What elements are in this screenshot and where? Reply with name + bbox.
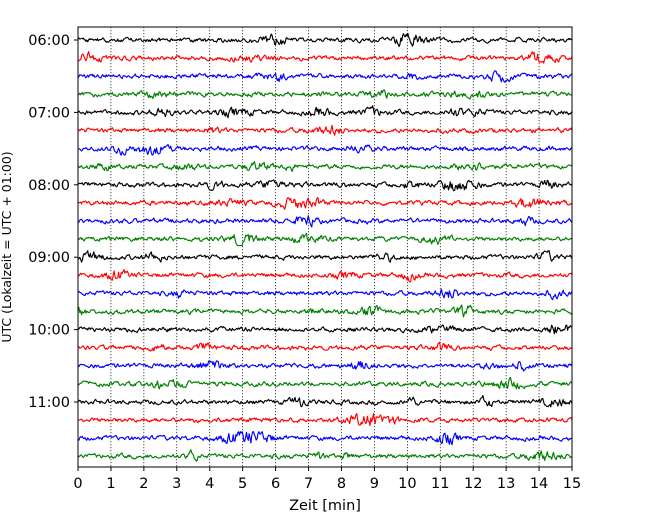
x-tick-label: 14 [530,476,548,492]
x-tick-label: 12 [464,476,482,492]
y-tick-label: 08:00 [28,178,70,194]
x-tick-label: 9 [370,476,379,492]
y-tick-label: 11:00 [28,395,70,411]
trace-1030 [77,360,573,372]
y-tick-label: 07:00 [28,105,70,121]
trace-1145 [77,449,573,462]
x-tick-label: 0 [73,476,82,492]
trace-0830 [77,215,573,228]
seismogram-traces [77,32,573,462]
trace-1015 [77,341,573,352]
x-tick-label: 5 [238,476,247,492]
trace-0800 [77,179,573,192]
x-tick-label: 11 [431,476,449,492]
trace-0945 [77,304,573,318]
x-tick-label: 8 [337,476,346,492]
trace-1100 [77,394,573,408]
trace-0645 [77,89,573,100]
y-tick-label: 09:00 [28,250,70,266]
trace-1115 [77,413,573,427]
x-tick-label: 6 [271,476,280,492]
trace-0630 [77,70,573,83]
x-axis-label: Zeit [min] [289,498,361,514]
trace-0600 [77,32,573,48]
plot-frame [77,26,573,468]
x-tick-label: 3 [172,476,181,492]
x-tick-label: 7 [304,476,313,492]
trace-0845 [77,232,573,247]
trace-0715 [77,124,573,136]
y-axis-label: UTC (Lokalzeit = UTC + 01:00) [0,151,14,342]
trace-0615 [77,51,573,64]
x-tick-label: 2 [139,476,148,492]
trace-0745 [77,161,573,172]
y-tick-label: 06:00 [28,33,70,49]
x-tick-label: 10 [398,476,416,492]
x-tick-label: 1 [106,476,115,492]
x-tick-label: 15 [563,476,581,492]
y-tick-label: 10:00 [28,323,70,339]
x-tick-label: 4 [205,476,214,492]
y-axis-ticks: 06:00 07:00 08:00 09:00 10:00 11:00 [28,33,78,411]
trace-0815 [77,196,573,210]
x-tick-label: 13 [497,476,515,492]
trace-0915 [77,268,573,283]
trace-1000 [77,324,573,335]
trace-0930 [77,288,573,301]
trace-0900 [77,250,573,263]
trace-1130 [77,431,573,446]
x-grid [110,27,540,467]
trace-0700 [77,105,573,119]
trace-0730 [77,143,573,156]
trace-1045 [77,376,573,390]
x-axis-ticks: 0 1 2 3 4 5 6 7 8 9 10 11 12 13 14 15 [73,467,581,492]
